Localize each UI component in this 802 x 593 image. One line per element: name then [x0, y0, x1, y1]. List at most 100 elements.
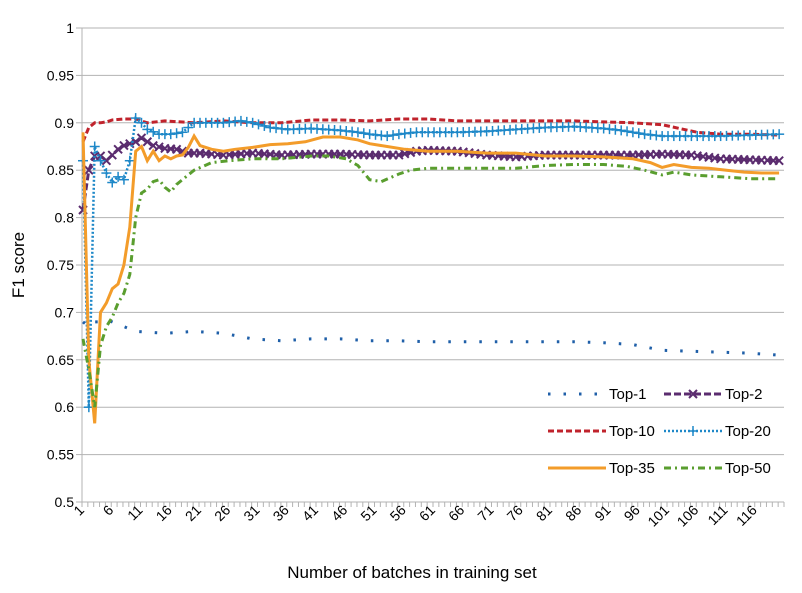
legend-label: Top-50 [725, 460, 771, 477]
series-line [82, 318, 780, 357]
legend-label: Top-20 [725, 423, 771, 440]
y-tick-label: 0.65 [47, 352, 74, 368]
data-point-marker [183, 122, 194, 133]
x-tick-label: 61 [416, 502, 438, 524]
data-point-marker [247, 117, 258, 128]
y-axis-ticks: 0.5 0.55 0.6 0.65 0.7 0.75 0.8 0.85 0.9 0.95 1 [47, 20, 82, 510]
series-top-1 [82, 318, 780, 357]
legend-label: Top-2 [725, 386, 763, 403]
data-point-marker [101, 168, 112, 179]
data-point-marker [124, 155, 135, 166]
data-point-marker [622, 126, 633, 137]
data-point-marker [177, 127, 188, 138]
marker-stroke [400, 149, 410, 159]
data-point-marker [142, 137, 153, 147]
data-point-marker [107, 177, 118, 188]
marker-stroke [394, 150, 404, 160]
data-point-marker [774, 156, 784, 166]
marker-stroke [113, 144, 123, 155]
series-line [81, 115, 780, 408]
y-tick-label: 0.7 [55, 304, 75, 320]
x-tick-label: 96 [621, 502, 643, 524]
x-tick-label: 86 [562, 502, 584, 524]
marker-stroke [142, 137, 153, 147]
x-axis-title: Number of batches in training set [287, 563, 537, 582]
data-point-marker [358, 128, 369, 139]
x-tick-label: 1 [70, 502, 87, 519]
data-point-marker [382, 131, 393, 142]
y-tick-label: 1 [66, 20, 74, 36]
y-tick-label: 0.5 [55, 494, 75, 510]
data-point-marker [95, 155, 106, 166]
x-tick-label: 36 [270, 502, 292, 524]
x-tick-label: 81 [533, 502, 555, 524]
data-point-marker [118, 174, 129, 185]
series-top-50 [81, 154, 780, 408]
x-tick-label: 71 [474, 502, 496, 524]
series-top-35 [81, 132, 780, 424]
legend-item-top-1: Top-1 [548, 386, 647, 403]
marker-stroke [84, 165, 94, 175]
x-tick-label: 16 [153, 502, 175, 524]
data-point-marker [688, 389, 698, 399]
data-point-marker [136, 117, 147, 128]
x-tick-label: 51 [357, 502, 379, 524]
marker-stroke [136, 133, 147, 143]
data-point-marker [148, 126, 159, 137]
x-tick-label: 26 [211, 502, 233, 524]
x-tick-label: 46 [328, 502, 350, 524]
data-point-marker [627, 127, 638, 138]
legend-label: Top-35 [609, 460, 655, 477]
marker-stroke [130, 137, 141, 147]
x-tick-label: 66 [445, 502, 467, 524]
x-tick-label: 41 [299, 502, 321, 524]
legend-item-top-20: Top-20 [664, 423, 771, 440]
data-point-marker [774, 129, 785, 140]
data-point-marker [84, 165, 94, 175]
x-tick-label: 6 [100, 502, 117, 519]
marker-stroke [688, 389, 698, 399]
data-point-marker [259, 120, 270, 131]
data-point-marker [688, 426, 698, 436]
series-line [81, 154, 780, 408]
series-line [81, 117, 780, 143]
data-point-marker [352, 127, 363, 138]
x-tick-label: 56 [387, 502, 409, 524]
x-tick-label: 91 [591, 502, 613, 524]
y-tick-label: 0.95 [47, 67, 74, 83]
legend-item-top-2: Top-2 [664, 386, 763, 403]
series-line [81, 132, 780, 424]
y-tick-label: 0.85 [47, 162, 74, 178]
data-point-marker [165, 129, 176, 140]
data-point-marker [388, 130, 399, 141]
data-point-marker [89, 141, 100, 152]
x-tick-label: 31 [240, 502, 262, 524]
series-top-20 [78, 113, 785, 413]
grid-lines [81, 27, 784, 503]
y-tick-label: 0.9 [55, 115, 75, 131]
legend-label: Top-10 [609, 423, 655, 440]
data-point-marker [130, 113, 141, 124]
data-point-marker [113, 171, 124, 182]
legend-item-top-35: Top-35 [548, 460, 655, 477]
y-tick-label: 0.55 [47, 447, 74, 463]
marker-stroke [119, 140, 129, 151]
series-top-10 [81, 117, 780, 143]
y-tick-label: 0.75 [47, 257, 74, 273]
legend: Top-1 Top-2 Top-10 Top-20 Top-35 Top-50 [548, 386, 771, 477]
data-point-marker [171, 128, 182, 139]
data-point-marker [616, 125, 627, 136]
legend-item-top-50: Top-50 [664, 460, 771, 477]
legend-item-top-10: Top-10 [548, 423, 655, 440]
marker-stroke [774, 156, 784, 166]
x-tick-label: 101 [644, 502, 672, 530]
x-tick-label: 106 [674, 502, 702, 530]
x-tick-label: 76 [504, 502, 526, 524]
data-point-marker [633, 128, 644, 139]
series-top-2 [78, 133, 784, 215]
legend-label: Top-1 [609, 386, 647, 403]
x-tick-label: 11 [124, 502, 146, 524]
data-point-marker [142, 124, 153, 135]
x-axis-ticks: 1 6 11 16 21 26 31 36 41 46 51 56 61 66 71 76 81 86 91 96 10… [70, 502, 785, 530]
data-point-marker [253, 119, 264, 130]
